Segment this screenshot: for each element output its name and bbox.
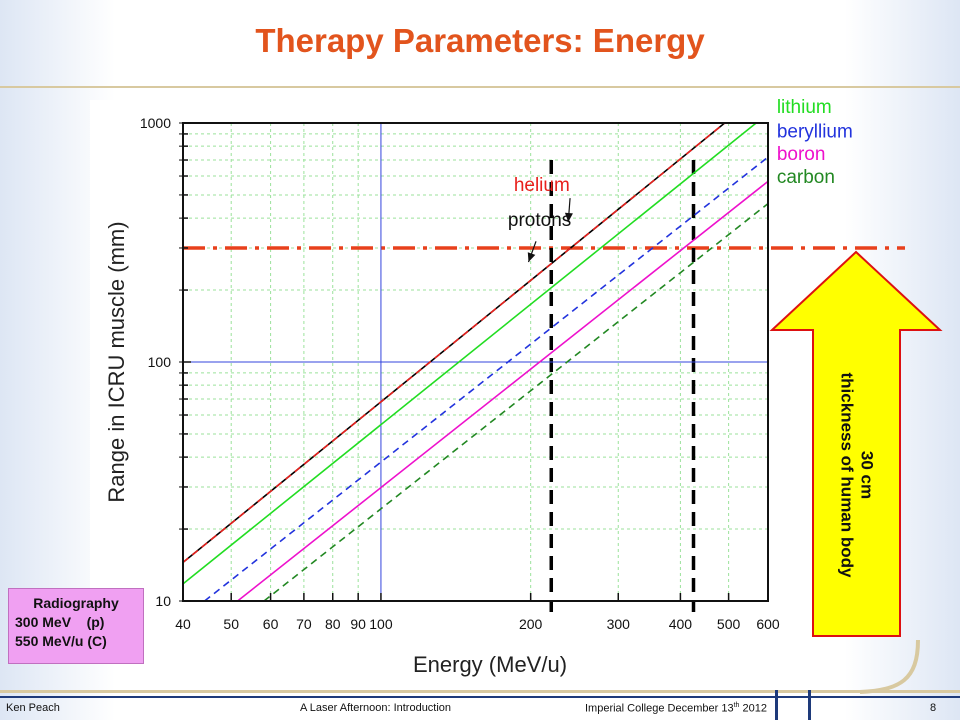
x-tick-label: 500 (717, 616, 741, 632)
protons-pointer-head (527, 252, 536, 263)
footer-rule-bottom (0, 696, 960, 698)
series-line-boron (237, 180, 769, 602)
footer-author: Ken Peach (6, 702, 60, 714)
y-tick-label: 1000 (140, 115, 171, 131)
series-line-helium (182, 122, 726, 564)
footer-rule-top (0, 690, 960, 693)
y-tick-label: 100 (148, 354, 172, 370)
footer-venue-text: Imperial College December 13 (585, 702, 734, 715)
x-tick-label: 400 (669, 616, 693, 632)
x-tick-label: 50 (223, 616, 239, 632)
footer-year: 2012 (739, 702, 767, 715)
ticks (179, 122, 769, 602)
radiography-carbon: 550 MeV/u (C) (15, 633, 107, 649)
y-tick-label: 10 (155, 593, 171, 609)
series-line-lithium (182, 122, 757, 585)
footer-venue: Imperial College December 13th 2012 (585, 702, 767, 715)
radiography-title: Radiography (33, 595, 119, 611)
x-tick-label: 600 (756, 616, 780, 632)
footer-venue-suffix: th (733, 702, 740, 709)
footer-curve (859, 639, 920, 694)
series-label: boron (777, 144, 826, 165)
y-axis-label: Range in ICRU muscle (mm) (104, 221, 129, 502)
series-label: protons (508, 210, 571, 231)
x-tick-label: 200 (519, 616, 543, 632)
footer-page-number: 8 (930, 702, 937, 714)
series-line-carbon (263, 202, 769, 602)
arrow-shape (769, 250, 943, 637)
title-divider (0, 86, 960, 88)
series-label: beryllium (777, 121, 853, 142)
series-label: lithium (777, 97, 832, 118)
x-tick-label: 100 (369, 616, 393, 632)
footer-event: A Laser Afternoon: Introduction (300, 702, 452, 714)
x-tick-label: 80 (325, 616, 341, 632)
radiography-protons: 300 MeV (p) (15, 614, 105, 630)
x-tick-label: 300 (607, 616, 631, 632)
x-axis-label: Energy (MeV/u) (413, 652, 567, 677)
page-title: Therapy Parameters: Energy (255, 22, 705, 59)
reference-lines (183, 123, 905, 612)
helium-pointer-head (564, 212, 573, 223)
x-tick-label: 60 (263, 616, 279, 632)
radiography-box: Radiography 300 MeV (p) 550 MeV/u (C) (8, 588, 144, 664)
footer-divider-1 (775, 690, 778, 720)
grid (183, 123, 768, 601)
series-label: carbon (777, 167, 835, 188)
x-tick-label: 40 (175, 616, 191, 632)
series-label: helium (514, 175, 570, 196)
x-tick-label: 70 (296, 616, 312, 632)
x-tick-label: 90 (350, 616, 366, 632)
footer-divider-2 (808, 690, 811, 720)
series-lines (182, 122, 769, 602)
